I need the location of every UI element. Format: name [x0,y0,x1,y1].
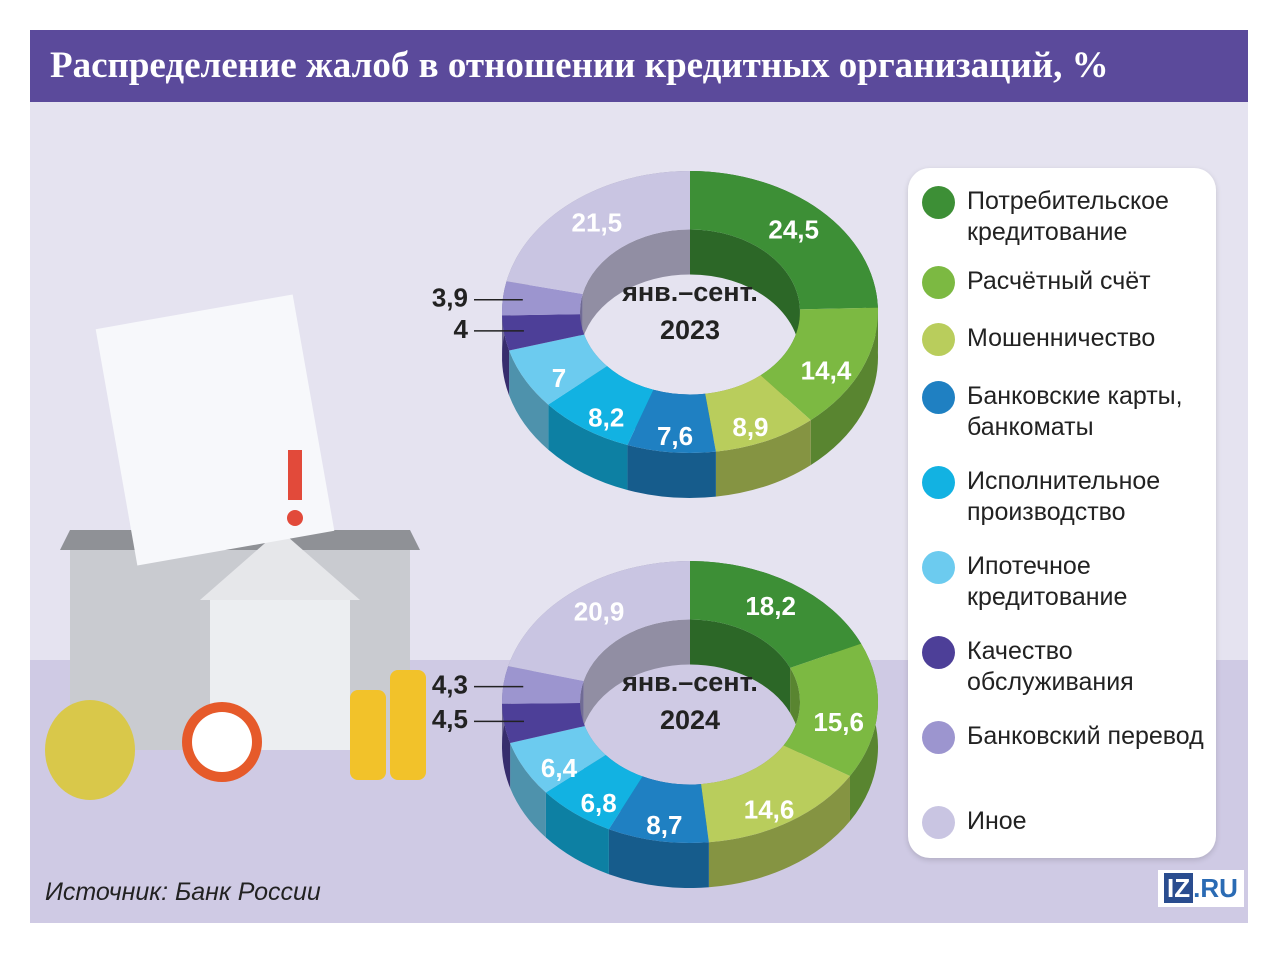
legend-swatch [922,323,955,356]
value-label: 8,9 [732,412,768,442]
outer-wall [545,792,609,875]
donut-segment [506,171,690,295]
legend-entry: Расчётный счёт [922,266,1212,299]
center-label: янв.–сент. [621,667,758,697]
center-label: 2024 [660,705,720,735]
value-label: 24,5 [768,215,819,245]
donut-segment [502,314,585,351]
legend-swatch [922,551,955,584]
logo-domain: .RU [1193,873,1238,903]
legend-swatch [922,186,955,219]
legend-entry: Банковский перевод [922,721,1212,754]
inner-wall [690,619,791,713]
legend-label: Ипотечное кредитование [967,552,1128,611]
value-label: 8,7 [646,810,682,840]
inner-wall [583,619,690,726]
donut-segment [502,703,585,744]
exclamation-dot [287,510,303,526]
donut-segment [690,561,862,668]
value-label: 3,9 [432,283,468,313]
donut-segment [502,666,584,704]
legend-label: Потребительское кредитование [967,187,1169,246]
logo: IZ .RU [1158,870,1244,907]
donut-segment [548,366,654,445]
donut-segment [509,334,608,405]
legend-swatch [922,466,955,499]
donut-segment [705,375,811,452]
legend-swatch [922,721,955,754]
donut-segment [783,643,878,777]
donut-segment [608,776,709,843]
value-label: 6,8 [581,788,617,818]
panel: 24,5 14,4 8,9 7,6 8,2 7 4 3,9 21,5 янв.–сент. 2023… [30,30,1248,923]
legend-entry: Банковские карты, банкоматы [922,381,1212,443]
document [95,294,335,566]
value-label: 14,4 [801,356,852,386]
outer-wall [509,350,549,450]
value-label: 7,6 [657,421,693,451]
outer-wall [608,829,709,888]
value-label: 21,5 [572,208,623,238]
legend-entry: Ипотечное кредитование [922,551,1212,613]
legend-entry: Потребительское кредитование [922,186,1212,248]
clock-face [192,712,252,772]
legend-label: Качество обслуживания [967,637,1134,696]
legend-entry: Исполнительное производство [922,466,1212,528]
value-label: 15,6 [813,707,864,737]
legend-swatch [922,636,955,669]
pediment [200,530,360,600]
outer-wall [715,420,811,497]
donut-segment [760,307,878,421]
legend-label: Расчётный счёт [967,267,1151,295]
donut-segment [510,726,606,793]
donut-segment [508,561,690,681]
donut-segment [545,754,643,830]
coins [390,670,426,780]
value-label: 14,6 [744,795,795,825]
legend-entry: Мошенничество [922,323,1212,356]
legend-entry: Качество обслуживания [922,636,1212,698]
value-label: 8,2 [588,402,624,432]
value-label: 7 [552,363,566,393]
outer-wall [510,743,546,838]
legend-label: Исполнительное производство [967,467,1161,526]
illustration [45,294,426,800]
value-label: 18,2 [745,591,796,621]
donut-segment [502,281,583,316]
donut-segment [701,745,850,843]
outer-wall [627,444,716,499]
donut-segment [690,171,878,310]
inner-wall [582,229,690,340]
center-label: янв.–сент. [621,277,758,307]
legend-swatch [922,381,955,414]
legend-label: Иное [967,807,1027,835]
legend-label: Мошенничество [967,324,1156,352]
value-label: 4,3 [432,669,468,699]
inner-wall [690,229,800,355]
legend-label: Банковский перевод [967,722,1204,750]
donut-segment [627,389,716,453]
outer-wall [548,404,628,490]
outer-wall [708,776,850,888]
outer-wall [810,307,878,466]
coins [350,690,386,780]
legend: Потребительское кредитование Расчётный сч… [908,168,1216,858]
value-label: 20,9 [574,596,625,626]
value-label: 6,4 [541,753,578,783]
charts: 24,5 14,4 8,9 7,6 8,2 7 43,9 21,5 янв.–сент. 2023… [432,171,878,888]
source: Источник: Банк России [45,878,321,906]
legend-label: Банковские карты, банкоматы [967,382,1183,441]
title: Распределение жалоб в отношении кредитны… [30,30,1248,102]
value-label: 4 [454,314,469,344]
exclamation [288,450,302,500]
legend-swatch [922,266,955,299]
legend-entry: Иное [922,806,1212,839]
money-bag [45,700,135,800]
center-label: 2023 [660,315,720,345]
value-label: 4,5 [432,704,468,734]
legend-swatch [922,806,955,839]
logo-mark: IZ [1164,873,1194,903]
